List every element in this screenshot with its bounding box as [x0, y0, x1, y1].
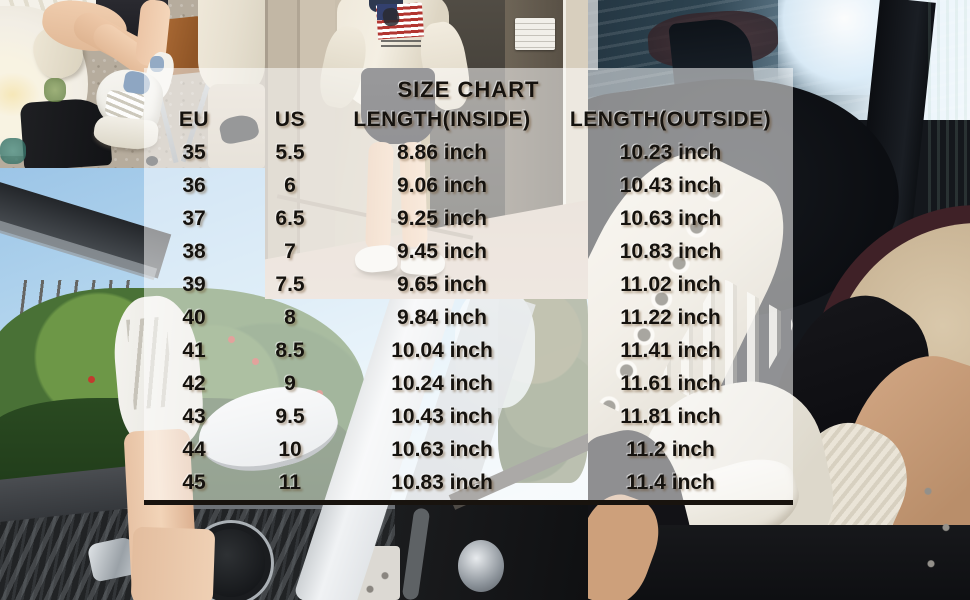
bright-sky [778, 0, 888, 95]
cell-length-outside: 10.23 inch [619, 141, 722, 164]
cell-us: 7 [284, 240, 296, 263]
table-row: 43 9.5 10.43 inch 11.81 inch [144, 400, 793, 433]
cell-length-outside: 11.41 inch [620, 339, 721, 362]
cell-length-inside: 10.24 inch [391, 372, 493, 395]
size-chart-rows: 35 5.5 8.86 inch 10.23 inch 36 6 9.06 in… [144, 136, 793, 499]
plant-bit [44, 78, 66, 102]
cell-eu: 40 [182, 306, 206, 329]
cell-length-outside: 11.61 inch [620, 372, 721, 395]
table-row: 42 9 10.24 inch 11.61 inch [144, 367, 793, 400]
cell-length-outside: 11.4 inch [626, 471, 715, 494]
table-row: 36 6 9.06 inch 10.43 inch [144, 169, 793, 202]
print-text-lines [381, 40, 421, 50]
table-row: 35 5.5 8.86 inch 10.23 inch [144, 136, 793, 169]
raised-leg-lower [130, 526, 216, 600]
cell-length-outside: 11.2 inch [626, 438, 715, 461]
red-flower [88, 376, 95, 383]
cell-length-outside: 10.63 inch [619, 207, 722, 230]
cell-us: 6.5 [275, 207, 305, 230]
cell-length-inside: 9.25 inch [397, 207, 487, 230]
chrome-knob [458, 540, 504, 592]
cell-eu: 36 [182, 174, 206, 197]
cell-eu: 41 [182, 339, 206, 362]
cell-length-inside: 10.83 inch [391, 471, 493, 494]
cell-us: 5.5 [275, 141, 305, 164]
table-row: 40 8 9.84 inch 11.22 inch [144, 301, 793, 334]
cell-us: 8.5 [275, 339, 305, 362]
cell-length-inside: 9.45 inch [397, 240, 487, 263]
cell-us: 9 [284, 372, 296, 395]
cell-us: 6 [284, 174, 296, 197]
size-chart-header-row: EU US LENGTH(INSIDE) LENGTH(OUTSIDE) [144, 108, 793, 132]
cell-length-inside: 9.06 inch [397, 174, 487, 197]
cell-us: 10 [278, 438, 302, 461]
cell-length-outside: 11.22 inch [620, 306, 721, 329]
green-tinted-window [928, 0, 970, 245]
cell-eu: 38 [182, 240, 206, 263]
cell-length-inside: 8.86 inch [397, 141, 487, 164]
size-chart-title: SIZE CHART [397, 77, 540, 102]
cell-length-inside: 10.43 inch [391, 405, 493, 428]
cell-us: 9.5 [275, 405, 305, 428]
table-row: 37 6.5 9.25 inch 10.63 inch [144, 202, 793, 235]
cell-length-outside: 10.43 inch [619, 174, 722, 197]
table-row: 41 8.5 10.04 inch 11.41 inch [144, 334, 793, 367]
cell-eu: 44 [182, 438, 206, 461]
cell-eu: 42 [182, 372, 206, 395]
cell-us: 7.5 [275, 273, 305, 296]
plant-bit-2 [0, 138, 26, 164]
table-row: 45 11 10.83 inch 11.4 inch [144, 466, 793, 499]
size-chart-panel: SIZE CHART EU US LENGTH(INSIDE) LENGTH(O… [144, 68, 793, 505]
white-panel-screws [910, 455, 970, 600]
door-edge-sliver [588, 0, 598, 70]
cell-length-inside: 10.63 inch [391, 438, 493, 461]
cell-us: 11 [278, 471, 302, 494]
cell-length-outside: 11.81 inch [620, 405, 721, 428]
cell-eu: 37 [182, 207, 206, 230]
cell-length-outside: 11.02 inch [620, 273, 721, 296]
cell-length-inside: 9.84 inch [397, 306, 487, 329]
column-header-length-inside: LENGTH(INSIDE) [353, 108, 531, 131]
door-notice-label [515, 18, 555, 50]
table-row: 44 10 10.63 inch 11.2 inch [144, 433, 793, 466]
column-header-length-outside: LENGTH(OUTSIDE) [569, 108, 772, 131]
cell-length-outside: 10.83 inch [619, 240, 722, 263]
cell-us: 8 [284, 306, 296, 329]
cell-length-inside: 10.04 inch [391, 339, 493, 362]
table-row: 38 7 9.45 inch 10.83 inch [144, 235, 793, 268]
table-row: 39 7.5 9.65 inch 11.02 inch [144, 268, 793, 301]
cell-length-inside: 9.65 inch [397, 273, 487, 296]
cell-eu: 43 [182, 405, 206, 428]
cell-eu: 45 [182, 471, 206, 494]
cell-eu: 39 [182, 273, 206, 296]
column-header-us: US [274, 108, 306, 131]
cell-eu: 35 [182, 141, 206, 164]
column-header-eu: EU [178, 108, 210, 131]
